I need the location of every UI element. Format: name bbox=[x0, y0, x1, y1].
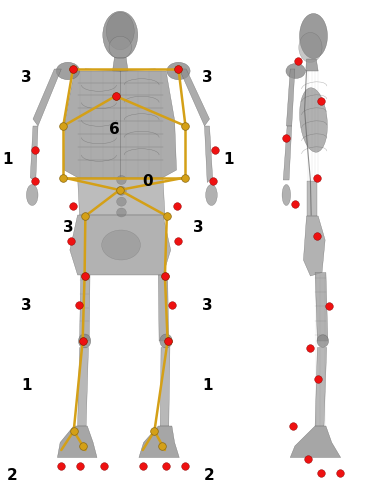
Text: 3: 3 bbox=[192, 220, 203, 235]
Ellipse shape bbox=[78, 334, 91, 348]
Polygon shape bbox=[78, 348, 88, 426]
Ellipse shape bbox=[286, 64, 305, 78]
Polygon shape bbox=[306, 59, 318, 71]
Ellipse shape bbox=[116, 176, 126, 184]
Ellipse shape bbox=[109, 36, 132, 59]
Text: 3: 3 bbox=[202, 70, 213, 85]
Polygon shape bbox=[303, 216, 325, 276]
Text: 2: 2 bbox=[6, 468, 17, 483]
Polygon shape bbox=[78, 178, 165, 215]
Polygon shape bbox=[80, 275, 90, 341]
Polygon shape bbox=[315, 272, 328, 341]
Ellipse shape bbox=[116, 197, 126, 206]
Polygon shape bbox=[286, 69, 295, 126]
Text: 6: 6 bbox=[109, 122, 120, 138]
Polygon shape bbox=[290, 426, 341, 458]
Ellipse shape bbox=[160, 334, 172, 348]
Polygon shape bbox=[57, 426, 97, 458]
Ellipse shape bbox=[317, 335, 329, 347]
Polygon shape bbox=[307, 181, 317, 216]
Ellipse shape bbox=[56, 62, 80, 80]
Text: 3: 3 bbox=[202, 298, 213, 312]
Text: 1: 1 bbox=[2, 152, 13, 168]
Text: 1: 1 bbox=[223, 152, 234, 168]
Text: 2: 2 bbox=[204, 468, 215, 483]
Polygon shape bbox=[64, 71, 177, 178]
Text: 1: 1 bbox=[21, 378, 32, 392]
Polygon shape bbox=[315, 348, 327, 426]
Text: 1: 1 bbox=[202, 378, 213, 392]
Ellipse shape bbox=[26, 184, 38, 206]
Text: 3: 3 bbox=[21, 298, 32, 312]
Polygon shape bbox=[139, 426, 179, 458]
Ellipse shape bbox=[116, 186, 126, 196]
Polygon shape bbox=[113, 58, 128, 71]
Ellipse shape bbox=[106, 12, 134, 50]
Ellipse shape bbox=[299, 32, 322, 62]
Text: 3: 3 bbox=[62, 220, 73, 235]
Ellipse shape bbox=[167, 62, 190, 80]
Ellipse shape bbox=[116, 208, 126, 217]
Ellipse shape bbox=[103, 11, 138, 58]
Polygon shape bbox=[204, 126, 213, 182]
Ellipse shape bbox=[206, 184, 217, 206]
Polygon shape bbox=[158, 275, 169, 341]
Polygon shape bbox=[70, 215, 171, 275]
Polygon shape bbox=[33, 69, 61, 126]
Polygon shape bbox=[30, 126, 38, 182]
Polygon shape bbox=[283, 126, 292, 180]
Ellipse shape bbox=[300, 88, 327, 152]
Ellipse shape bbox=[102, 230, 140, 260]
Polygon shape bbox=[179, 69, 210, 126]
Ellipse shape bbox=[300, 14, 327, 59]
Ellipse shape bbox=[282, 184, 291, 206]
Text: 0: 0 bbox=[142, 174, 153, 188]
Text: 3: 3 bbox=[21, 70, 32, 85]
Polygon shape bbox=[160, 348, 170, 426]
